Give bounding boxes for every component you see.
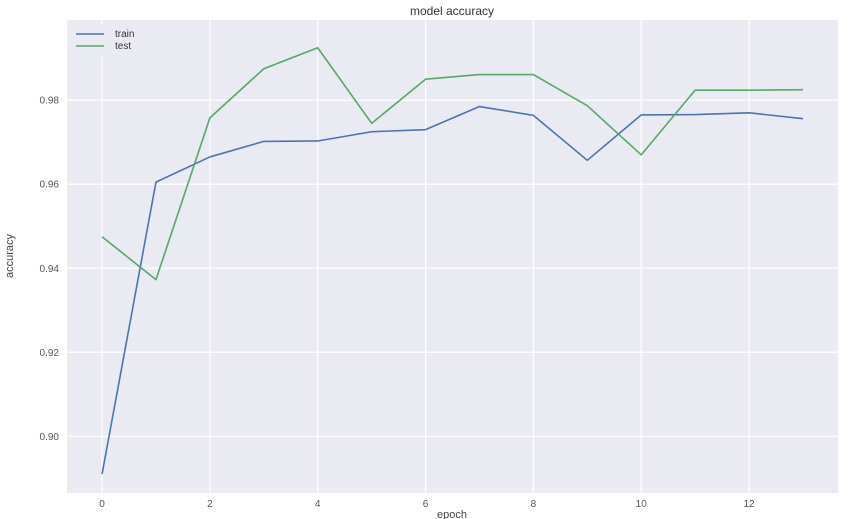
series-line-test xyxy=(101,46,803,281)
x-tick-label: 12 xyxy=(743,499,755,510)
x-axis-label: epoch xyxy=(437,509,467,519)
y-tick-label: 0.94 xyxy=(40,264,60,275)
x-tick-label: 0 xyxy=(99,499,105,510)
x-tick-label: 4 xyxy=(315,499,321,510)
series-lines xyxy=(101,46,804,475)
legend-label-train: train xyxy=(115,29,134,40)
x-tick-label: 6 xyxy=(423,499,429,510)
grid-lines xyxy=(67,20,838,493)
y-tick-label: 0.90 xyxy=(40,432,60,443)
legend: train test xyxy=(70,25,160,55)
tick-labels: 0 2 4 6 8 10 12 0.90 0.92 0.94 0.96 0.98 xyxy=(40,96,756,510)
x-tick-label: 10 xyxy=(636,499,648,510)
legend-box xyxy=(70,25,160,55)
chart-title: model accuracy xyxy=(410,4,494,18)
series-line-train xyxy=(101,105,804,475)
x-tick-label: 8 xyxy=(531,499,537,510)
legend-label-test: test xyxy=(115,41,131,52)
y-tick-label: 0.98 xyxy=(40,96,60,107)
y-axis-label: accuracy xyxy=(4,233,16,278)
plot-background xyxy=(67,20,838,493)
x-tick-label: 2 xyxy=(207,499,213,510)
y-tick-label: 0.96 xyxy=(40,180,60,191)
y-tick-label: 0.92 xyxy=(40,348,60,359)
